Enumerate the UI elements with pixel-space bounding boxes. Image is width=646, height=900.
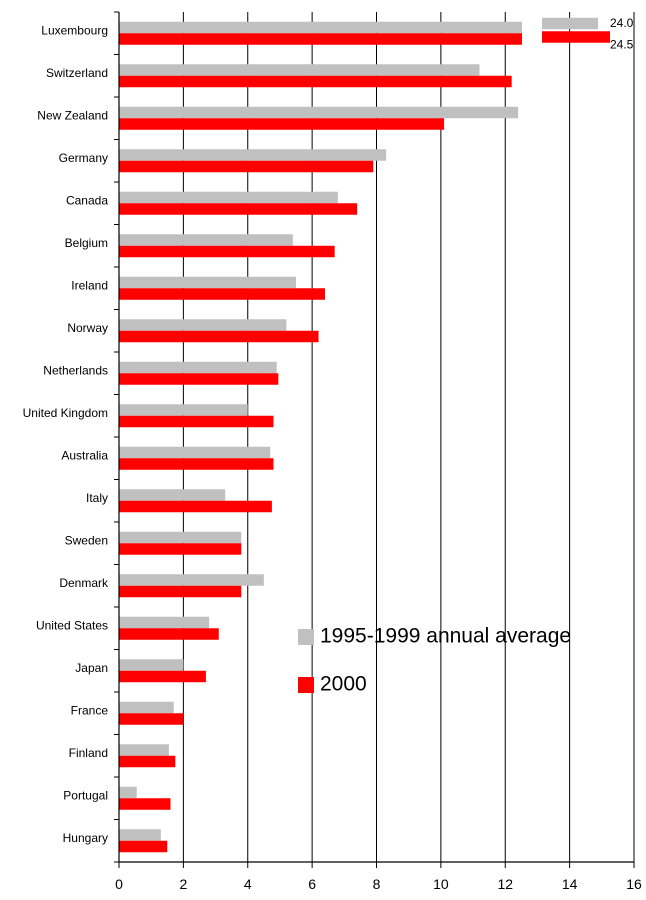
bar-y2000-norway	[119, 330, 319, 343]
category-label: Canada	[66, 193, 108, 207]
category-label: France	[71, 703, 109, 717]
category-label: Hungary	[63, 831, 108, 845]
bar-y2000-ireland	[119, 288, 325, 300]
x-tick-label: 0	[115, 876, 123, 892]
x-tick-label: 4	[244, 876, 252, 892]
category-label: Australia	[61, 448, 108, 462]
bar-avg-new-zealand	[119, 106, 519, 119]
category-label: Belgium	[65, 236, 108, 250]
bar-y2000-new-zealand	[119, 118, 445, 130]
callout-bar-avg	[542, 17, 598, 30]
bar-y2000-sweden	[119, 543, 242, 555]
bar-avg-switzerland	[119, 64, 480, 76]
bar-y2000-japan	[119, 670, 206, 683]
x-tick-label: 12	[497, 876, 513, 892]
category-label: Portugal	[63, 788, 108, 802]
category-label: Luxembourg	[41, 23, 108, 37]
bar-avg-norway	[119, 319, 287, 331]
category-label: United Kingdom	[23, 406, 108, 420]
bar-y2000-france	[119, 713, 184, 725]
category-label: Netherlands	[43, 363, 108, 377]
category-label: New Zealand	[37, 108, 108, 122]
callout-bar-2000	[542, 31, 610, 43]
bar-y2000-hungary	[119, 840, 168, 853]
bar-y2000-denmark	[119, 585, 242, 598]
category-label: Denmark	[59, 576, 109, 590]
x-tick-label: 6	[308, 876, 316, 892]
bar-y2000-united-kingdom	[119, 415, 274, 428]
bar-y2000-canada	[119, 203, 358, 215]
overflow-callout: 24.0 24.5	[542, 16, 634, 51]
bar-y2000-netherlands	[119, 373, 279, 385]
category-label: Japan	[75, 661, 108, 675]
bar-y2000-portugal	[119, 798, 171, 810]
category-label: Switzerland	[46, 66, 108, 80]
bar-avg-australia	[119, 446, 271, 459]
bar-avg-ireland	[119, 276, 297, 289]
callout-label-2000: 24.5	[610, 37, 634, 51]
bar-avg-canada	[119, 191, 338, 204]
bar-avg-united-kingdom	[119, 404, 248, 416]
bar-y2000-united-states	[119, 628, 219, 640]
tick-labels: 0 2 4 6 8 10 12 14 16	[115, 876, 642, 892]
x-tick-label: 10	[433, 876, 449, 892]
bar-y2000-switzerland	[119, 75, 512, 88]
bar-y2000-australia	[119, 458, 274, 470]
bar-avg-luxembourg	[119, 21, 522, 34]
callout-label-avg: 24.0	[610, 16, 634, 30]
bars-group	[119, 21, 522, 853]
legend-swatch	[298, 629, 314, 645]
bar-avg-united-states	[119, 616, 210, 629]
category-label: Sweden	[65, 533, 108, 547]
x-tick-label: 2	[179, 876, 187, 892]
bar-avg-france	[119, 701, 174, 714]
bar-avg-japan	[119, 659, 184, 671]
legend-label: 2000	[320, 673, 367, 696]
category-label: Ireland	[71, 278, 108, 292]
category-label: Germany	[59, 151, 108, 165]
bar-avg-germany	[119, 149, 387, 161]
bar-y2000-italy	[119, 500, 272, 513]
legend: 1995-1999 annual average 2000	[298, 625, 571, 696]
axes	[114, 11, 635, 868]
bar-avg-italy	[119, 489, 226, 501]
bar-avg-denmark	[119, 574, 264, 586]
category-label: Italy	[86, 491, 108, 505]
bar-y2000-belgium	[119, 245, 335, 258]
x-tick-label: 14	[562, 876, 578, 892]
bar-avg-portugal	[119, 786, 137, 799]
category-labels: Luxembourg Switzerland New Zealand Germany C…	[23, 23, 109, 845]
category-label: Norway	[67, 321, 108, 335]
category-label: Finland	[69, 746, 108, 760]
bar-avg-netherlands	[119, 361, 277, 374]
legend-label: 1995-1999 annual average	[320, 625, 571, 648]
bar-y2000-luxembourg	[119, 33, 522, 45]
grid-lines	[182, 12, 635, 862]
bar-avg-hungary	[119, 829, 161, 841]
bar-avg-belgium	[119, 234, 293, 246]
x-tick-label: 16	[626, 876, 642, 892]
x-tick-label: 8	[373, 876, 381, 892]
bar-y2000-germany	[119, 160, 374, 173]
category-label: United States	[36, 618, 108, 632]
legend-swatch	[298, 677, 314, 693]
bar-y2000-finland	[119, 755, 176, 768]
bar-avg-finland	[119, 744, 169, 756]
bar-avg-sweden	[119, 531, 242, 544]
